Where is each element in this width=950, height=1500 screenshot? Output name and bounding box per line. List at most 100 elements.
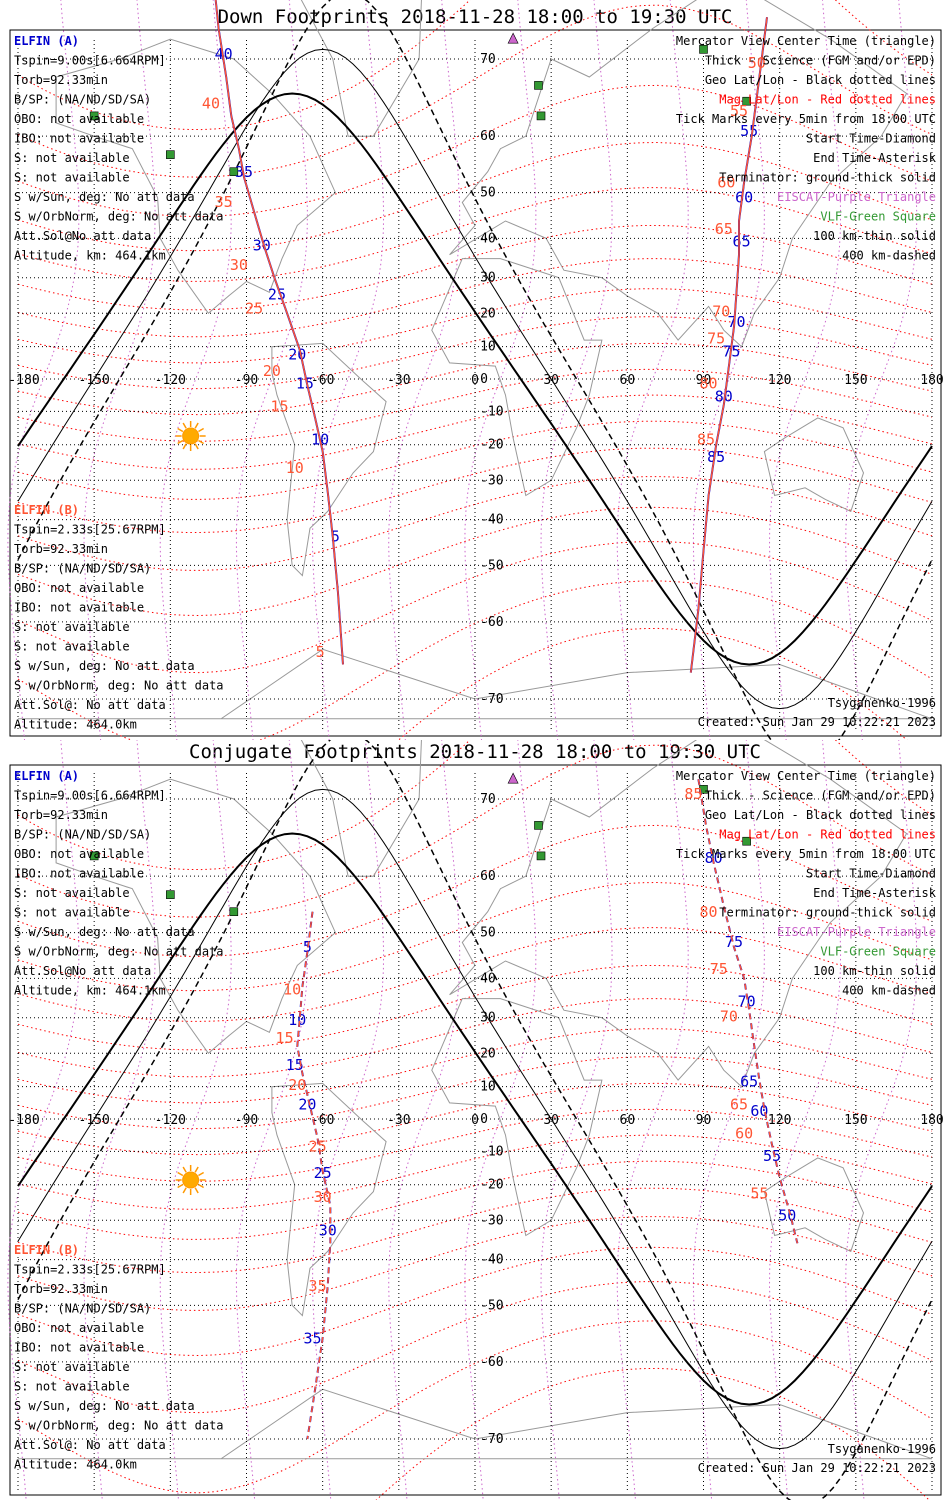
legend-line: S w/Sun, deg: No att data	[14, 925, 195, 939]
conjugate-geo-grid: -180 -150 -120 -90 -60 -30 0 30 60 90 120 150 180706…	[8, 773, 944, 1492]
legend-header: ELFIN (B)	[14, 503, 79, 517]
x-tick-label: 30	[543, 373, 559, 388]
vlf-square	[534, 821, 543, 830]
x-tick-label: 60	[620, 1113, 636, 1128]
terminator-ground-line	[17, 92, 933, 666]
x-tick-label: -150	[79, 373, 110, 388]
coastline	[449, 0, 908, 348]
legend-line: Tspin=2.33s[25.67RPM]	[14, 523, 166, 537]
legend-line: S: not available	[14, 640, 130, 654]
y-tick-label: 0	[480, 1112, 488, 1127]
mag-latitude-line	[17, 824, 933, 957]
y-tick-label: -50	[480, 1298, 503, 1313]
track-tick-label: 60	[717, 174, 735, 192]
conjugate-terminator	[17, 740, 933, 1500]
vlf-square	[742, 96, 751, 106]
x-tick-label: 0	[471, 1113, 479, 1128]
down-coastlines	[18, 0, 933, 720]
legend-line: Altitude: 464.0km	[14, 718, 137, 732]
sun-ray	[182, 1187, 187, 1194]
mag-longitude-line	[159, 0, 232, 740]
coastline	[55, 778, 337, 1055]
track-tick-label: 70	[712, 303, 730, 321]
sun-ray	[177, 1183, 184, 1189]
coastline	[300, 0, 422, 137]
legend-line: B/SP: (NA/ND/SD/SA)	[14, 562, 151, 576]
down-stations	[89, 32, 751, 177]
legend-bottom-right-line: Tsyganenko-1996	[828, 696, 936, 710]
legend-line: IBO: not available	[14, 1341, 144, 1355]
legend-right-line: 400 km-dashed	[842, 984, 936, 998]
legend-line: Att.Sol@: No att data	[14, 698, 166, 712]
legend-right-line: Tick Marks every 5min from 18:00 UTC	[676, 847, 936, 861]
legend-line: S w/OrbNorm, deg: No att data	[14, 210, 224, 224]
track-tick-label: 85	[684, 785, 702, 803]
mag-latitude-line	[17, 1056, 933, 1130]
legend-right-line: Geo Lat/Lon - Black dotted lines	[705, 808, 936, 822]
down-footprint-tracks: 4035302520151054540353025201510555606570…	[202, 0, 768, 673]
legend-line: Torb=92.33min	[14, 808, 108, 822]
mag-latitude-line	[17, 4, 933, 178]
coastline	[431, 998, 603, 1237]
mag-latitude-line	[17, 740, 933, 871]
vlf-square	[166, 150, 175, 159]
mag-latitude-line	[17, 506, 933, 617]
legend-line: S: not available	[14, 620, 130, 634]
track-tick-label: 85	[707, 448, 725, 466]
track-tick-label: 35	[215, 193, 233, 211]
legend-line: OBO: not available	[14, 1321, 144, 1335]
mag-latitude-line	[17, 0, 933, 131]
track-tick-label: 25	[309, 1137, 327, 1155]
sun-ray	[177, 439, 184, 445]
mag-latitude-line	[17, 84, 933, 217]
track-tick-label: 20	[288, 346, 306, 364]
coastline	[55, 38, 337, 315]
x-tick-label: 180	[920, 1113, 943, 1128]
mag-latitude-line	[17, 342, 933, 416]
x-tick-label: -180	[8, 373, 39, 388]
mag-latitude-line	[375, 1367, 930, 1500]
mag-latitude-line	[17, 965, 933, 1051]
sun-ray	[198, 439, 205, 445]
x-tick-label: 150	[844, 1113, 867, 1128]
track-tick-label: 70	[720, 1007, 738, 1025]
track-tick-label: 55	[740, 122, 758, 140]
y-tick-label: 10	[480, 340, 496, 355]
y-tick-label: -40	[480, 1253, 503, 1268]
track-tick-label: 80	[700, 375, 718, 393]
sun-ray	[177, 1171, 184, 1177]
track-tick-label: 20	[298, 1095, 316, 1113]
x-tick-label: 90	[696, 1113, 712, 1128]
y-tick-label: 0	[480, 372, 488, 387]
track-tick-label: 5	[316, 643, 325, 661]
sun-ray	[182, 443, 187, 450]
coastline	[449, 740, 908, 1088]
y-tick-label: 10	[480, 1080, 496, 1095]
track-tick-label: 15	[276, 1029, 294, 1047]
track-tick-label: 65	[715, 220, 733, 238]
vlf-square	[536, 111, 546, 121]
mag-latitude-line	[17, 1320, 933, 1494]
legend-line: OBO: not available	[14, 847, 144, 861]
vlf-square	[742, 836, 751, 846]
track-tick-label: 40	[215, 45, 233, 63]
y-tick-label: 70	[480, 52, 496, 67]
sun-ray	[198, 1183, 205, 1189]
sun-ray	[198, 427, 205, 433]
down-legend: ELFIN (A) Tspin=9.00s[6.664RPM] Torb=92.33…	[14, 34, 937, 732]
legend-line: Torb=92.33min	[14, 73, 108, 87]
legend-line: B/SP: (NA/ND/SD/SA)	[14, 93, 151, 107]
y-tick-label: -30	[480, 473, 503, 488]
track-tick-label: 30	[319, 1221, 337, 1239]
mag-longitude-line	[388, 0, 461, 740]
conjugate-footprint-tracks: 5101520253035101520253035807570656055508…	[276, 779, 799, 1440]
y-tick-label: -70	[480, 1432, 503, 1447]
coastline	[431, 258, 603, 497]
sun-icon	[182, 1171, 200, 1189]
sun-ray	[194, 422, 199, 429]
legend-header: ELFIN (B)	[14, 1243, 79, 1257]
y-tick-label: -60	[480, 1355, 503, 1370]
mag-latitude-line	[17, 1160, 933, 1240]
x-tick-label: -90	[235, 373, 258, 388]
y-tick-label: 60	[480, 869, 496, 884]
